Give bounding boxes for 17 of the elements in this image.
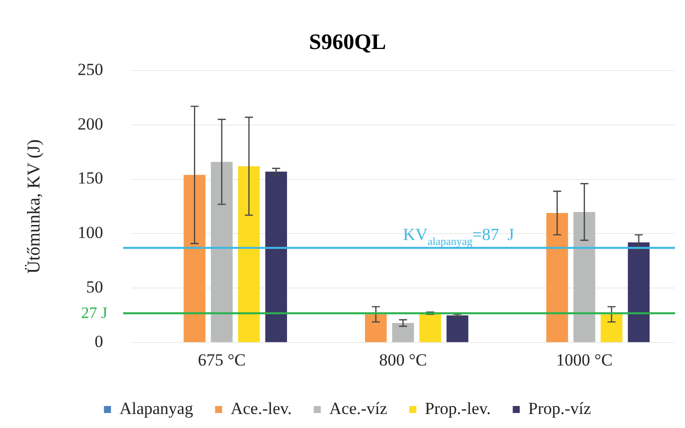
- ref-line-label: 27 J: [81, 305, 108, 322]
- y-tick-label: 100: [78, 223, 104, 242]
- x-tick-label: 1000 °C: [556, 350, 613, 370]
- y-tick-label: 50: [86, 278, 104, 297]
- chart-title: S960QL: [308, 28, 386, 54]
- y-tick-label: 250: [78, 60, 104, 79]
- legend-label: Ace.-lev.: [230, 398, 292, 418]
- legend-label: Prop.-lev.: [424, 398, 491, 418]
- legend-label: Alapanyag: [119, 398, 194, 418]
- legend-label: Prop.-víz: [528, 398, 592, 418]
- x-tick-label: 675 °C: [198, 350, 246, 370]
- y-tick-label: 0: [94, 332, 104, 352]
- y-tick-label: 200: [78, 114, 104, 134]
- y-axis-title: Ütőmunka, KV (J): [24, 139, 44, 274]
- legend-label: Ace.-víz: [329, 398, 388, 418]
- y-tick-label: 150: [78, 168, 104, 188]
- x-tick-label: 800 °C: [379, 350, 427, 370]
